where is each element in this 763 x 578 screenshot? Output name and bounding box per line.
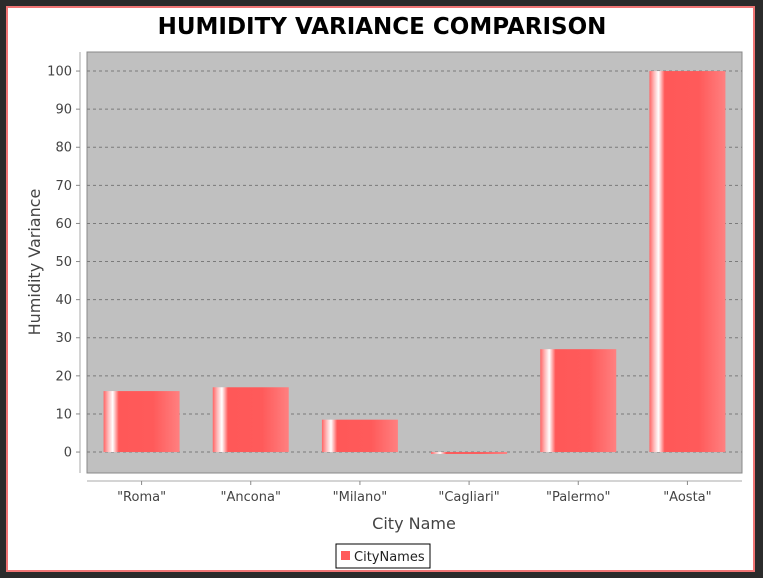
y-tick-label: 40 (55, 293, 72, 308)
legend-box (335, 543, 431, 569)
x-tick-label: "Palermo" (546, 490, 611, 505)
legend-label: CityNames (354, 550, 425, 565)
bar (321, 419, 398, 453)
legend-swatch (341, 551, 350, 560)
y-tick-label: 90 (55, 103, 72, 118)
y-tick-label: 10 (55, 407, 72, 422)
y-axis: 0 10 20 30 40 50 60 70 80 90 100 (47, 52, 81, 473)
legend: CityNames (335, 543, 431, 569)
x-tick-label: "Cagliari" (438, 490, 499, 505)
y-tick-label: 50 (55, 255, 72, 270)
y-tick-label: 30 (55, 331, 72, 346)
y-axis-label: Humidity Variance (25, 189, 44, 336)
chart-canvas: HUMIDITY VARIANCE COMPARISON 0 10 20 30 40 50… (25, 14, 743, 569)
x-tick-label: "Milano" (333, 490, 388, 505)
y-tick-label: 100 (47, 65, 72, 80)
gridlines (87, 70, 742, 453)
plot-background (86, 51, 743, 474)
bars (103, 71, 726, 454)
bar (212, 387, 289, 453)
y-tick-label: 0 (64, 446, 72, 461)
x-tick-label: "Ancona" (221, 490, 281, 505)
plot-area (86, 51, 743, 474)
x-tick-label: "Aosta" (663, 490, 711, 505)
chart-frame: HUMIDITY VARIANCE COMPARISON 0 10 20 30 40 50… (6, 6, 755, 572)
bar (431, 452, 508, 454)
bar (103, 391, 180, 453)
x-tick-label: "Roma" (117, 490, 166, 505)
chart-title: HUMIDITY VARIANCE COMPARISON (158, 14, 607, 40)
bar (649, 71, 726, 453)
y-tick-label: 70 (55, 179, 72, 194)
x-axis: "Roma" "Ancona" "Milano" "Cagliari" "Palermo… (87, 480, 742, 505)
y-tick-label: 20 (55, 369, 72, 384)
y-tick-label: 60 (55, 217, 72, 232)
y-tick-label: 80 (55, 141, 72, 156)
x-axis-label: City Name (372, 514, 456, 533)
bar (540, 349, 617, 453)
